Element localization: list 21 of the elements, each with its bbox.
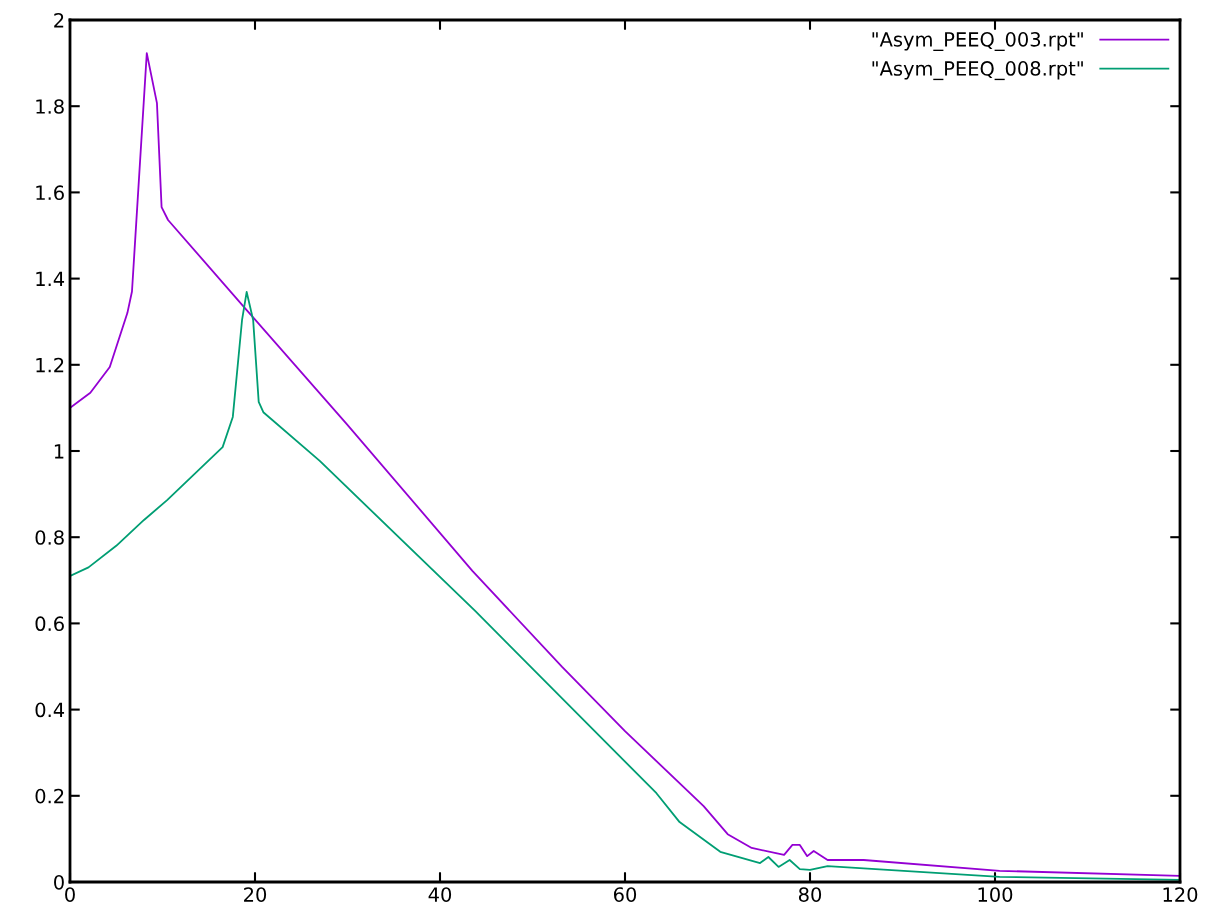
y-tick-label: 1.4 [36, 271, 65, 286]
x-tick-label: 100 [978, 887, 1013, 902]
y-tick-label: 2 [54, 12, 64, 28]
y-tick-label: 1.8 [36, 99, 64, 114]
line-series [70, 52, 1180, 877]
y-tick-label: 1.2 [36, 357, 64, 373]
x-tick-label: 80 [798, 887, 822, 902]
legend-label: "Asym_PEEQ_003.rpt" [872, 32, 1083, 52]
x-tick-label: 40 [428, 887, 452, 902]
legend-label: "Asym_PEEQ_008.rpt" [872, 61, 1083, 81]
x-tick-label: 120 [1163, 887, 1198, 902]
y-tick-label: 1.6 [36, 185, 64, 201]
y-tick-label: 1 [54, 444, 64, 459]
y-tick-label: 0 [54, 874, 64, 890]
x-tick-label: 60 [613, 887, 637, 902]
y-tick-label: 0.8 [35, 530, 64, 545]
x-tick-label: 20 [244, 887, 267, 902]
y-tick-label: 0.2 [35, 788, 64, 804]
y-tick-label: 0.6 [35, 616, 64, 632]
x-tick-label: 0 [65, 887, 75, 902]
y-tick-label: 0.4 [35, 702, 65, 718]
